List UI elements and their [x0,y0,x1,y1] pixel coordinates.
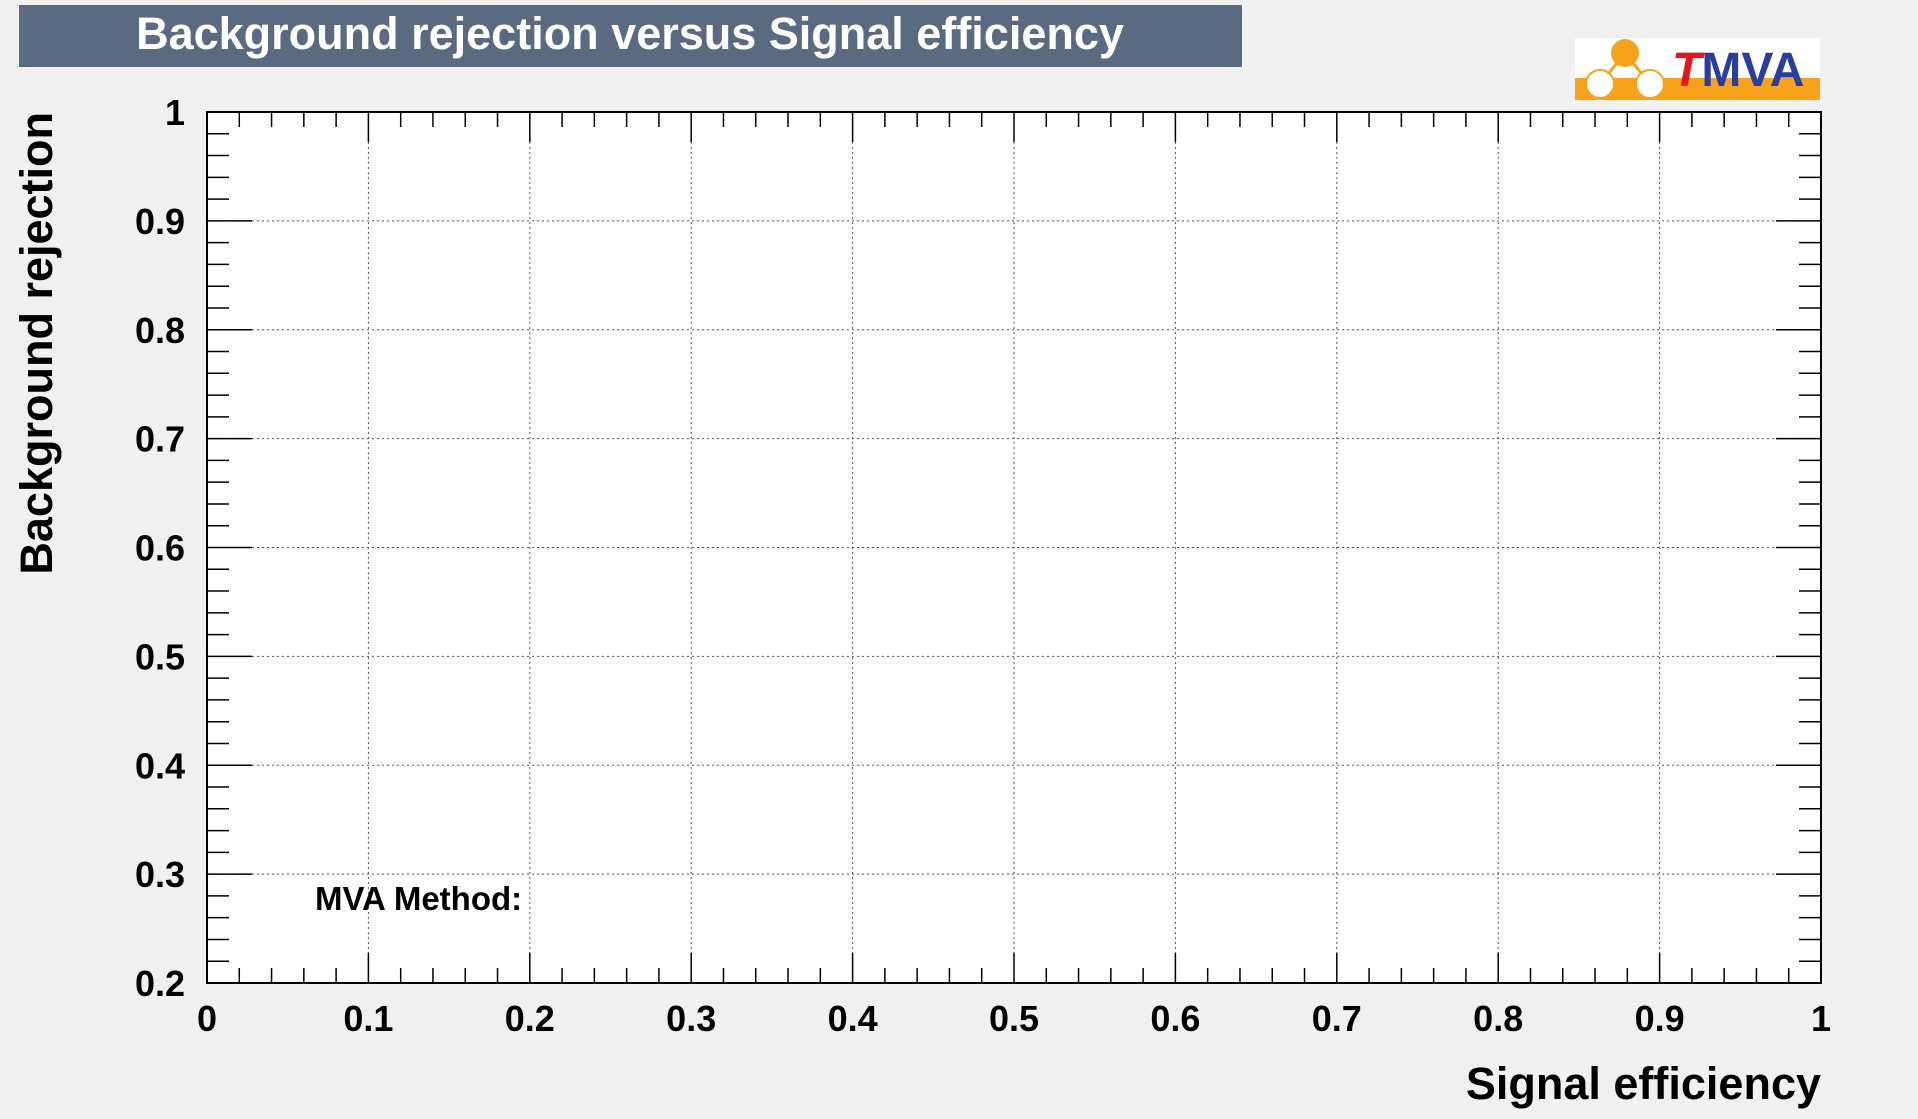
grid-lines [207,112,1821,983]
x-tick-label: 1 [1811,998,1831,1039]
logo-letter-t: T [1672,44,1705,97]
logo-node-top [1611,39,1639,67]
logo-letters-mva: MVA [1701,44,1804,97]
y-tick-label: 0.5 [135,636,185,677]
x-tick-label: 0.8 [1473,998,1523,1039]
y-tick-label: 0.6 [135,528,185,569]
x-tick-label: 0.9 [1635,998,1685,1039]
y-tick-label: 0.3 [135,854,185,895]
y-tick-label: 0.8 [135,310,185,351]
logo-node-right [1635,69,1665,99]
x-tick-label: 0.2 [505,998,555,1039]
logo-node-left [1585,69,1615,99]
y-axis-title: Background rejection [11,112,62,575]
x-tick-label: 0.7 [1312,998,1362,1039]
x-tick-label: 0.6 [1150,998,1200,1039]
x-tick-label: 0.3 [666,998,716,1039]
x-tick-label: 0 [197,998,217,1039]
chart-title-banner: Background rejection versus Signal effic… [19,5,1242,67]
x-tick-label: 0.4 [828,998,878,1039]
x-tick-label: 0.5 [989,998,1039,1039]
legend-header: MVA Method: [315,880,522,917]
chart-title: Background rejection versus Signal effic… [136,8,1124,59]
tmva-logo: TMVA [1575,38,1820,100]
y-tick-label: 0.4 [135,745,185,786]
x-axis-title: Signal efficiency [1466,1058,1821,1109]
x-tick-label: 0.1 [343,998,393,1039]
title-background [19,5,1242,67]
y-tick-label: 0.7 [135,419,185,460]
y-tick-label: 0.9 [135,201,185,242]
axis-ticks [206,111,1822,984]
logo-wordmark: TMVA [1672,44,1804,97]
y-tick-label: 0.2 [135,963,185,1004]
x-tick-labels: 0 0.1 0.2 0.3 0.4 0.5 0.6 0.7 0.8 0.9 1 [197,998,1831,1039]
y-tick-labels: 0.2 0.3 0.4 0.5 0.6 0.7 0.8 0.9 1 [135,92,185,1004]
y-tick-label: 1 [165,92,185,133]
